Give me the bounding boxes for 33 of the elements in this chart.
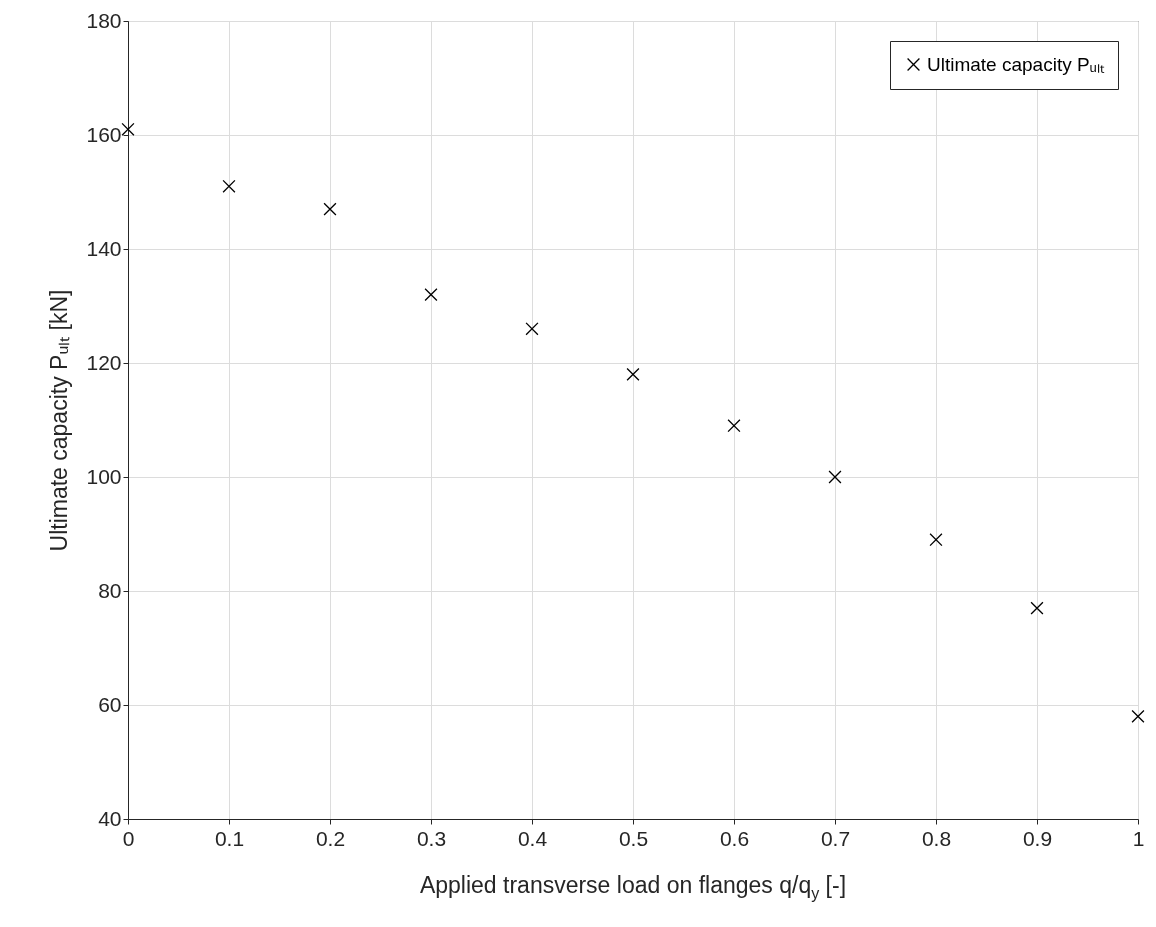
point [525, 322, 539, 336]
point [1131, 709, 1145, 723]
x-tick-label: 0.9 [1022, 826, 1053, 850]
y-tick-label: 180 [86, 8, 122, 32]
point [121, 122, 135, 136]
point [727, 419, 741, 433]
x-tick-label: 0.5 [618, 826, 649, 850]
x-tick-label: 0.2 [315, 826, 346, 850]
y-tick-label: 40 [98, 806, 122, 830]
legend-label: Ultimate capacity Pᵤₗₜ [927, 53, 1105, 75]
point [626, 367, 640, 381]
point [323, 202, 337, 216]
point [828, 470, 842, 484]
y-tick-label: 80 [98, 578, 122, 602]
x-tick-label: 0.3 [416, 826, 447, 850]
y-tick-label: 120 [86, 350, 122, 374]
y-tick-label: 160 [86, 122, 122, 146]
x-tick-label: 0.8 [921, 826, 952, 850]
y-tick-label: 100 [86, 464, 122, 488]
x-tick-label: 0.7 [820, 826, 851, 850]
point [222, 179, 236, 193]
point [929, 533, 943, 547]
y-axis-title: Ultimate capacity Pᵤₗₜ [kN] [46, 289, 73, 552]
point [1030, 601, 1044, 615]
x-tick-label: 0.1 [214, 826, 245, 850]
y-tick-label: 60 [98, 692, 122, 716]
point [424, 288, 438, 302]
x-tick-label: 0.6 [719, 826, 750, 850]
x-tick-label: 1 [1132, 826, 1145, 850]
x-tick-label: 0.4 [517, 826, 548, 850]
x-axis-title: Applied transverse load on flanges q/q$_{y}$ [-] [418, 872, 848, 903]
y-tick-label: 140 [86, 236, 122, 260]
x-tick-label: 0 [122, 826, 135, 850]
